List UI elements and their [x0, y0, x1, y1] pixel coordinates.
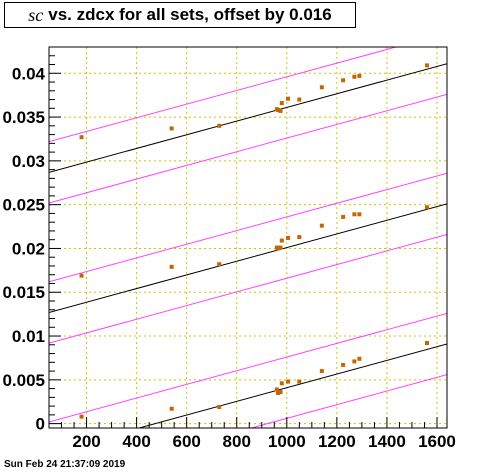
data-point	[169, 126, 174, 131]
band-upper-line	[49, 47, 398, 143]
data-point	[357, 356, 362, 361]
x-tick-label: 400	[122, 432, 150, 451]
data-point	[286, 235, 291, 240]
y-tick-label: 0.025	[2, 196, 45, 215]
data-point	[341, 78, 346, 83]
data-points	[79, 63, 429, 419]
fit-line	[49, 63, 447, 173]
axis-ticks	[48, 46, 438, 428]
band-upper-line	[49, 172, 447, 283]
data-point	[424, 341, 429, 346]
data-point	[169, 264, 174, 269]
data-point	[79, 414, 84, 419]
x-tick-label: 1600	[418, 432, 456, 451]
chart-title: sc vs. zdcx for all sets, offset by 0.01…	[5, 3, 355, 27]
data-point	[286, 379, 291, 384]
chart-title-text: vs. zdcx for all sets, offset by 0.016	[48, 5, 332, 24]
data-point	[278, 245, 283, 250]
y-tick-label: 0.015	[2, 283, 45, 302]
data-point	[424, 205, 429, 210]
data-point	[274, 387, 279, 392]
data-point	[319, 369, 324, 374]
data-point	[357, 212, 362, 217]
fit-lines	[49, 63, 447, 428]
data-point	[279, 238, 284, 243]
y-tick-label: 0	[36, 415, 45, 434]
data-point	[169, 406, 174, 411]
data-point	[319, 85, 324, 90]
data-point	[352, 212, 357, 217]
data-point	[297, 379, 302, 384]
data-point	[79, 273, 84, 278]
band-upper-line	[49, 312, 447, 423]
data-point	[297, 235, 302, 240]
band-lower-line	[49, 234, 447, 344]
data-point	[278, 108, 283, 113]
data-point	[217, 123, 222, 128]
y-tick-label: 0.03	[12, 152, 45, 171]
data-point	[341, 214, 346, 219]
x-tick-label: 1200	[318, 432, 356, 451]
data-point	[286, 96, 291, 101]
data-point	[352, 359, 357, 364]
data-point	[279, 101, 284, 106]
data-point	[279, 381, 284, 386]
plot-frame	[48, 46, 448, 429]
band-lines	[49, 47, 447, 428]
band-lower-line	[49, 93, 447, 204]
band-lower-line	[249, 374, 447, 428]
data-point	[278, 390, 283, 395]
x-tick-label: 200	[72, 432, 100, 451]
tick-labels: 200 400 600 800 1000 1200 1400 1600 0 0.005 0.01 0.…	[2, 64, 455, 451]
data-point	[276, 390, 281, 395]
x-tick-label: 1400	[368, 432, 406, 451]
grid-layer	[49, 47, 447, 428]
y-tick-label: 0.02	[12, 239, 45, 258]
data-point	[217, 404, 222, 409]
data-point	[217, 262, 222, 267]
fit-line	[49, 203, 447, 313]
data-point	[341, 362, 346, 367]
y-tick-label: 0.04	[12, 64, 46, 83]
chart-title-box: sc vs. zdcx for all sets, offset by 0.01…	[4, 2, 356, 28]
data-point	[352, 74, 357, 79]
x-tick-label: 1000	[268, 432, 306, 451]
data-point	[357, 73, 362, 78]
x-tick-label: 800	[223, 432, 251, 451]
y-tick-label: 0.005	[2, 371, 45, 390]
data-point	[276, 108, 281, 113]
data-point	[297, 97, 302, 102]
y-tick-label: 0.035	[2, 108, 45, 127]
y-tick-label: 0.01	[12, 327, 45, 346]
timestamp: Sun Feb 24 21:37:09 2019	[4, 459, 126, 470]
fit-line	[137, 343, 447, 428]
data-point	[79, 135, 84, 140]
data-point	[276, 246, 281, 251]
x-tick-label: 600	[172, 432, 200, 451]
data-point	[424, 63, 429, 68]
chart-title-variable: sc	[28, 4, 44, 25]
data-point	[319, 223, 324, 228]
